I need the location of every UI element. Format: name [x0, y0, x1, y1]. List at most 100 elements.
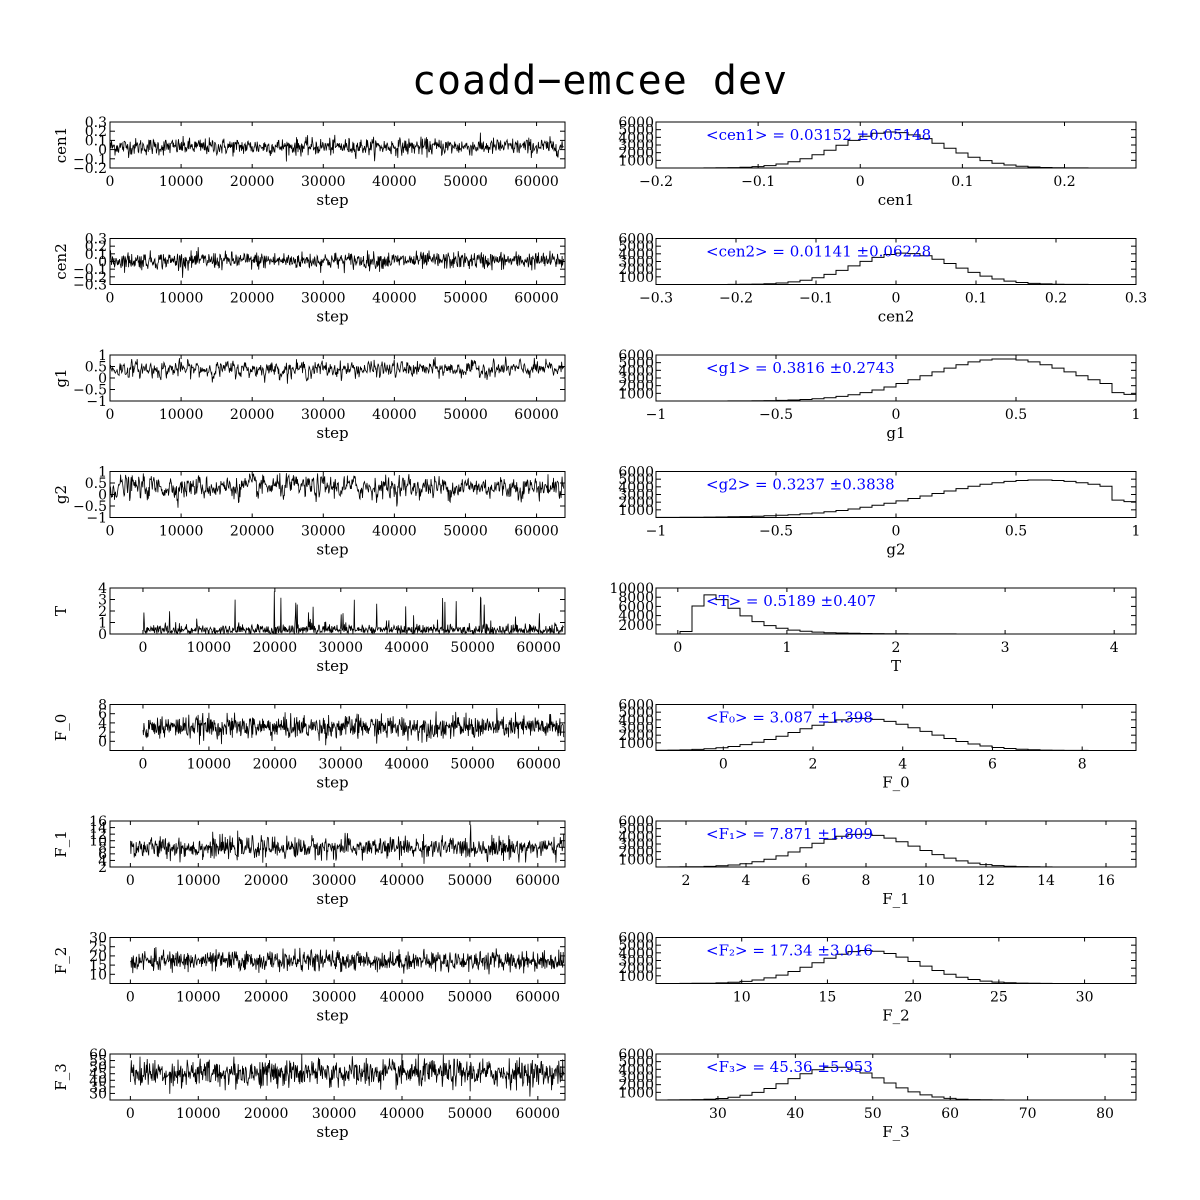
stats-annotation: <F₀> = 3.087 ±1.398: [706, 709, 873, 727]
y-tick-label: 6000: [618, 1047, 654, 1063]
y-tick-label: 4000: [618, 363, 654, 379]
x-tick-label: 60000: [516, 990, 561, 1006]
x-tick-label: 10000: [176, 873, 221, 889]
x-tick-label: −0.5: [759, 524, 793, 540]
x-tick-label: 30000: [312, 990, 357, 1006]
x-tick-label: −0.1: [799, 291, 833, 307]
trace-line-g1: [109, 356, 564, 384]
x-tick-label: 0: [139, 757, 148, 773]
trace-line-F_0: [142, 707, 565, 746]
y-tick-label: 1: [98, 465, 107, 481]
y-tick-label: 55: [89, 1054, 107, 1070]
trace-plot-T: 0 10000 20000 30000 40000 50000 6000001234step…: [52, 581, 566, 675]
trace-plot-F_0: 0 10000 20000 30000 40000 50000 6000002468step…: [52, 698, 566, 792]
y-tick-label: 6000: [618, 348, 654, 364]
y-tick-label: 4000: [618, 1062, 654, 1078]
y-tick-label: 6000: [618, 814, 654, 830]
y-tick-label: 1000: [618, 270, 654, 286]
y-axis-label: F_2: [52, 947, 70, 974]
y-axis-label: T: [52, 606, 70, 616]
x-tick-label: 10: [733, 990, 751, 1006]
trace-line-F_2: [130, 947, 564, 975]
y-tick-label: −0.1: [73, 152, 107, 168]
y-tick-label: 5000: [618, 705, 654, 721]
y-tick-label: 15: [89, 958, 107, 974]
y-tick-label: 3000: [618, 138, 654, 154]
y-tick-label: 3000: [618, 1070, 654, 1086]
y-tick-label: 0: [98, 488, 107, 504]
x-tick-label: 0.1: [965, 291, 987, 307]
x-tick-label: 20000: [230, 407, 275, 423]
y-tick-label: 2000: [618, 146, 654, 162]
x-tick-label: 30: [1076, 990, 1094, 1006]
x-tick-label: 40000: [372, 407, 417, 423]
y-tick-label: −0.3: [73, 278, 107, 294]
x-tick-label: 0.5: [1005, 524, 1027, 540]
x-tick-label: 30000: [312, 1106, 357, 1122]
trace-plot-g1: 0 10000 20000 30000 40000 50000 60000−1−0.500.…: [52, 348, 566, 442]
x-axis-label: step: [316, 657, 348, 675]
x-tick-label: 10000: [159, 291, 204, 307]
x-tick-label: −1: [646, 407, 667, 423]
y-tick-label: 3000: [618, 954, 654, 970]
x-tick-label: 4: [742, 873, 751, 889]
trace-plot-F_3: 0 10000 20000 30000 40000 50000 60000 303540455…: [52, 1047, 566, 1141]
x-tick-label: 30000: [301, 174, 346, 190]
x-tick-label: 4: [1110, 640, 1119, 656]
y-tick-label: 0: [98, 371, 107, 387]
y-tick-label: 60: [89, 1047, 107, 1063]
y-tick-label: 4: [98, 716, 107, 732]
y-tick-label: 0.5: [85, 360, 107, 376]
x-axis-label: step: [316, 1007, 348, 1025]
x-tick-label: 70: [1019, 1106, 1037, 1122]
y-tick-label: 6000: [618, 465, 654, 481]
y-tick-label: 10: [89, 967, 107, 983]
x-tick-label: 30000: [319, 640, 364, 656]
y-tick-label: 4000: [618, 713, 654, 729]
y-tick-label: 3000: [618, 255, 654, 271]
y-tick-label: 2000: [618, 379, 654, 395]
y-tick-label: 6000: [618, 599, 654, 615]
y-tick-label: 8: [98, 840, 107, 856]
x-tick-label: 10000: [187, 757, 232, 773]
x-tick-label: 0: [673, 640, 682, 656]
y-tick-label: 4000: [618, 829, 654, 845]
histogram-bars-T: [656, 594, 1136, 635]
trace-line-cen2: [109, 247, 564, 278]
y-tick-label: −1: [86, 394, 107, 410]
y-tick-label: 30: [89, 931, 107, 947]
x-tick-label: 40000: [372, 174, 417, 190]
histogram-bars-F_2: [656, 950, 1136, 984]
y-tick-label: 5000: [618, 356, 654, 372]
x-tick-label: −0.2: [719, 291, 753, 307]
x-axis-label: step: [316, 774, 348, 792]
x-axis-label: step: [316, 1123, 348, 1141]
y-axis-label: cen1: [52, 127, 70, 163]
x-tick-label: 10: [917, 873, 935, 889]
y-tick-label: 2000: [618, 618, 654, 634]
x-tick-label: 40000: [380, 873, 425, 889]
x-axis-label: g1: [886, 424, 905, 442]
x-tick-label: 10000: [159, 524, 204, 540]
x-axis-label: cen1: [878, 191, 914, 209]
y-tick-label: 1000: [618, 852, 654, 868]
x-axis-label: step: [316, 424, 348, 442]
x-tick-label: 20000: [244, 873, 289, 889]
x-tick-label: 0: [892, 291, 901, 307]
y-tick-label: 4000: [618, 130, 654, 146]
x-tick-label: 0: [106, 291, 115, 307]
y-tick-label: 5000: [618, 822, 654, 838]
x-tick-label: 50000: [443, 291, 488, 307]
trace-line-F_1: [130, 824, 564, 864]
x-tick-label: 20000: [253, 757, 298, 773]
trace-frame: [109, 1053, 566, 1101]
y-tick-label: 3000: [618, 371, 654, 387]
x-tick-label: 60000: [514, 524, 559, 540]
x-tick-label: 50000: [448, 1106, 493, 1122]
y-tick-label: −0.2: [73, 270, 107, 286]
trace-frame: [109, 820, 566, 868]
x-tick-label: 20000: [230, 524, 275, 540]
x-tick-label: 60: [941, 1106, 959, 1122]
x-tick-label: 10000: [159, 174, 204, 190]
